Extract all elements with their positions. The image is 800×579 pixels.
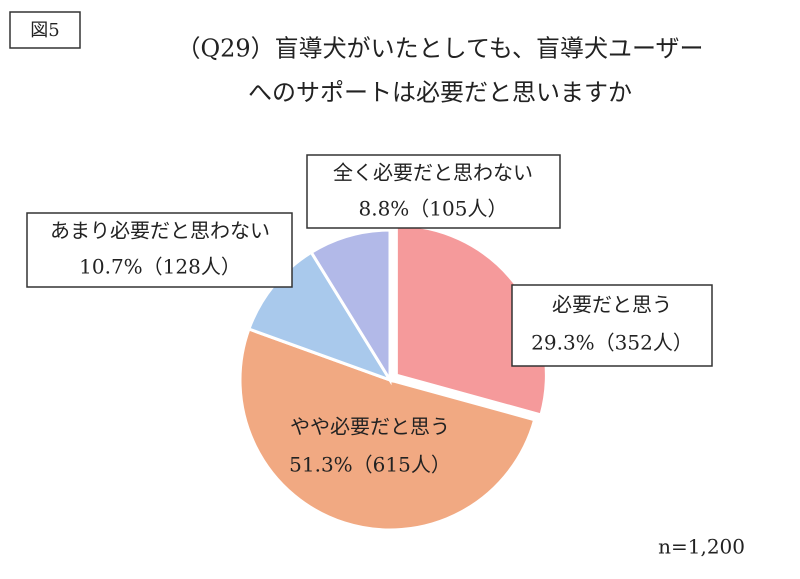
category-label: 全く必要だと思わない [333,161,533,185]
pie-slice [309,228,392,386]
labels: 必要だと思う 29.3%（352人） やや必要だと思う 51.3%（615人） あまり必… [26,154,713,477]
label-box [26,212,293,288]
figure-label: 図5 [30,20,59,41]
value-label: 8.8%（105人） [359,197,508,221]
value-label: 10.7%（128人） [79,255,241,279]
chart-title: （Q29）盲導犬がいたとしても、盲導犬ユーザー [176,35,703,63]
pie [238,223,548,532]
pie-slice [394,223,548,417]
category-label: あまり必要だと思わない [50,219,270,243]
label-box [511,284,713,367]
category-label: 必要だと思う [552,293,672,317]
figure-label-box [9,11,81,49]
value-label: 51.3%（615人） [289,453,451,477]
chart-title: へのサポートは必要だと思いますか [248,79,632,107]
category-label: やや必要だと思う [290,415,450,439]
label-box [306,154,561,229]
note: n=1,200 [658,535,745,559]
value-label: 29.3%（352人） [531,331,693,355]
pie-slice [238,327,537,532]
